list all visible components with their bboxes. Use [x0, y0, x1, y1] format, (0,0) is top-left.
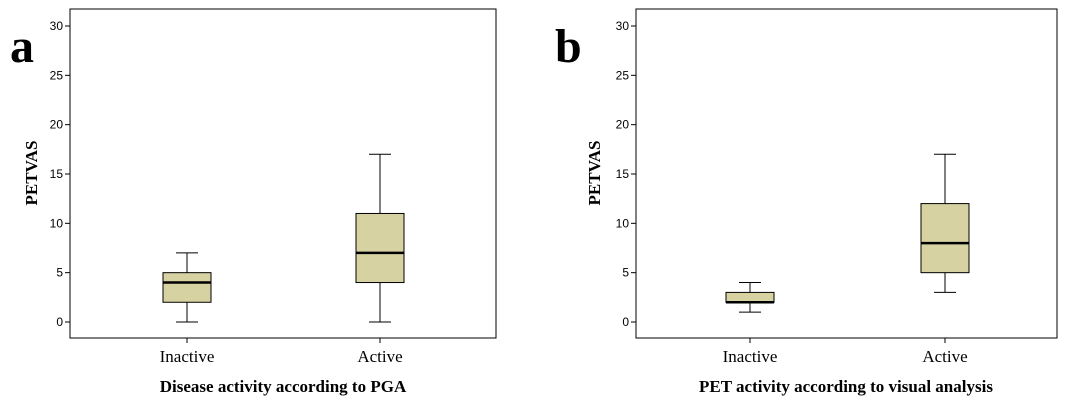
- y-tick-label: 30: [50, 19, 64, 33]
- y-axis-label: PETVAS: [22, 141, 41, 206]
- x-axis-label: PET activity according to visual analysi…: [699, 377, 993, 396]
- x-axis-label: Disease activity according to PGA: [160, 377, 407, 396]
- y-tick-label: 20: [616, 118, 630, 132]
- iqr-box: [920, 203, 970, 274]
- box-inactive: [725, 282, 775, 313]
- y-tick-label: 30: [616, 19, 630, 33]
- iqr-box: [355, 212, 405, 284]
- y-axis-label: PETVAS: [585, 141, 604, 206]
- panel-letter: a: [10, 20, 34, 73]
- box-active: [920, 153, 970, 293]
- y-tick-label: 25: [616, 68, 630, 82]
- y-tick-label: 0: [56, 315, 63, 329]
- y-tick-label: 5: [56, 266, 63, 280]
- box-active: [355, 153, 405, 323]
- panel-letter: b: [555, 20, 582, 73]
- y-tick-label: 20: [50, 118, 64, 132]
- y-tick-label: 10: [616, 216, 630, 230]
- x-category-label: Inactive: [160, 347, 215, 366]
- plot-frame: [69, 8, 497, 339]
- y-tick-label: 5: [622, 266, 629, 280]
- x-category-label: Active: [922, 347, 967, 366]
- y-tick-label: 0: [622, 315, 629, 329]
- y-tick-label: 10: [50, 216, 64, 230]
- plot-frame: [635, 8, 1058, 339]
- iqr-box: [725, 291, 775, 303]
- y-tick-label: 15: [50, 167, 64, 181]
- x-category-label: Inactive: [723, 347, 778, 366]
- box-inactive: [162, 252, 212, 323]
- chart-panel-b: 0 5 10 15 20 25 30 Inactive Active b PETVAS PET act…: [555, 8, 1058, 396]
- x-category-label: Active: [357, 347, 402, 366]
- iqr-box: [162, 272, 212, 303]
- chart-panel-a: 0 5 10 15 20 25 30 Inactive Active a PETVAS Disease…: [10, 8, 497, 396]
- y-tick-label: 15: [616, 167, 630, 181]
- y-tick-label: 25: [50, 68, 64, 82]
